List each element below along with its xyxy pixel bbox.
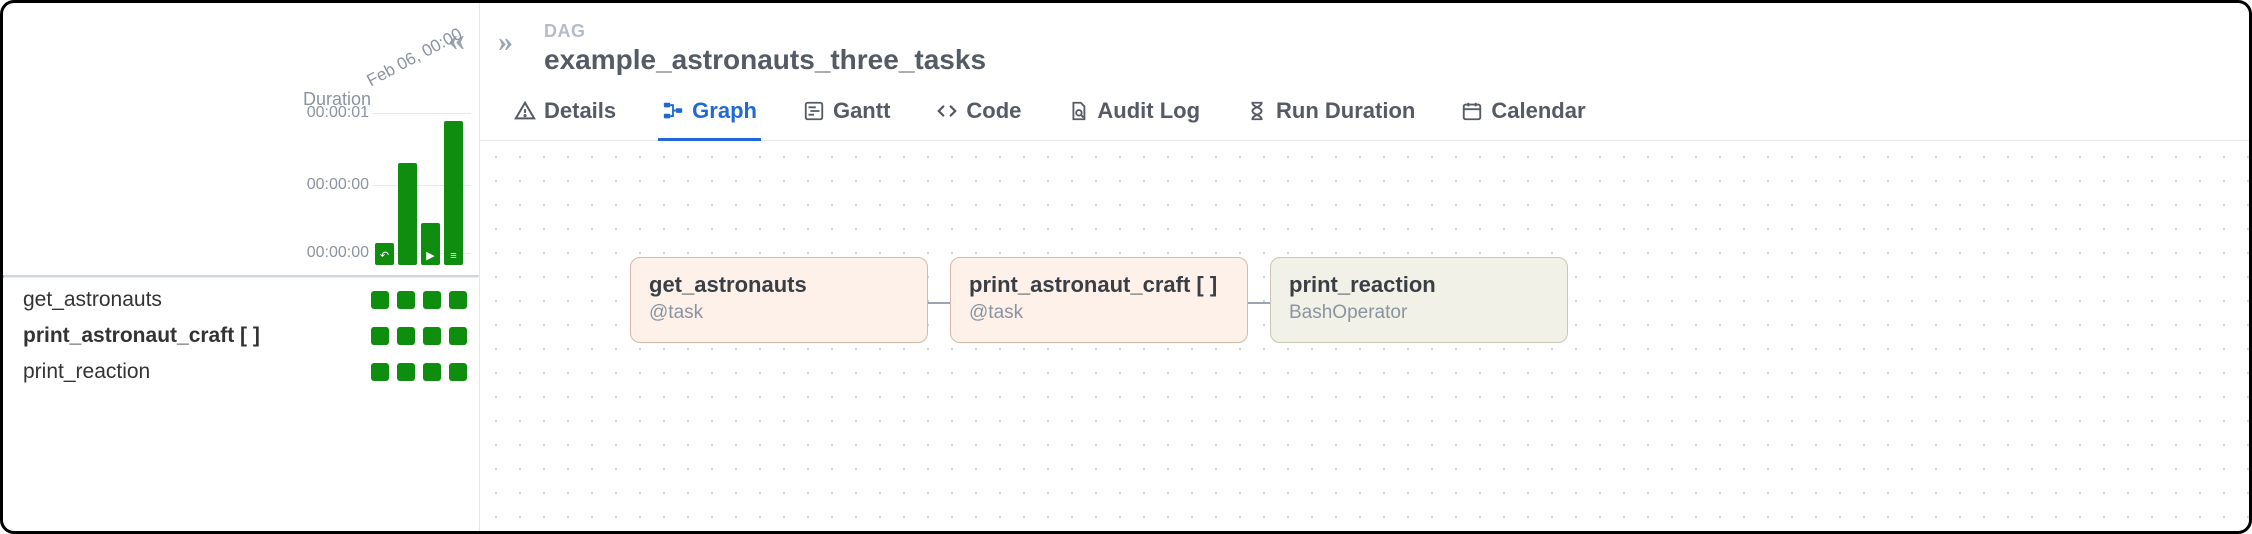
status-cell[interactable] <box>423 363 441 381</box>
node-title: print_reaction <box>1289 272 1549 298</box>
node-subtitle: @task <box>969 302 1229 324</box>
ytick-label: 00:00:01 <box>303 104 369 122</box>
run-bar[interactable]: ≡ <box>444 121 463 265</box>
graph-edge <box>928 302 950 304</box>
status-cell[interactable] <box>423 291 441 309</box>
status-cell[interactable] <box>449 363 467 381</box>
tab-calendar[interactable]: Calendar <box>1457 98 1589 141</box>
header: » DAG example_astronauts_three_tasks <box>480 3 2249 76</box>
node-title: get_astronauts <box>649 272 909 298</box>
node-title: print_astronaut_craft [ ] <box>969 272 1229 298</box>
status-cell[interactable] <box>449 327 467 345</box>
tabs: Details Graph Gantt Code Audit Log Run Durati… <box>480 76 2249 141</box>
tab-label: Calendar <box>1491 98 1585 124</box>
ytick-label: 00:00:00 <box>303 244 369 262</box>
tab-label: Code <box>966 98 1021 124</box>
calendar-icon <box>1461 100 1483 122</box>
status-cell[interactable] <box>371 363 389 381</box>
dag-title: example_astronauts_three_tasks <box>544 44 2249 76</box>
graph-edge <box>1248 302 1270 304</box>
task-name-label: get_astronauts <box>23 288 371 312</box>
tab-label: Gantt <box>833 98 890 124</box>
breadcrumb: DAG <box>544 21 2249 42</box>
status-cell[interactable] <box>397 327 415 345</box>
run-bar[interactable] <box>398 163 417 265</box>
gridline <box>373 113 471 114</box>
graph-icon <box>662 100 684 122</box>
tab-label: Audit Log <box>1097 98 1200 124</box>
status-cell[interactable] <box>449 291 467 309</box>
status-cell[interactable] <box>371 291 389 309</box>
run-bar[interactable]: ↶ <box>375 243 394 265</box>
tab-label: Details <box>544 98 616 124</box>
tab-runduration[interactable]: Run Duration <box>1242 98 1419 141</box>
tab-audit[interactable]: Audit Log <box>1063 98 1204 141</box>
node-subtitle: BashOperator <box>1289 302 1549 324</box>
graph-node-print_astronaut_craft[interactable]: print_astronaut_craft [ ] @task <box>950 257 1248 343</box>
duration-chart: Duration Feb 06, 00:00 00:00:0100:00:000… <box>3 3 479 275</box>
code-icon <box>936 100 958 122</box>
undo-icon: ↶ <box>380 251 389 262</box>
task-row[interactable]: get_astronauts <box>3 282 479 318</box>
node-subtitle: @task <box>649 302 909 324</box>
tab-graph[interactable]: Graph <box>658 98 761 141</box>
tab-gantt[interactable]: Gantt <box>799 98 894 141</box>
task-row[interactable]: print_reaction <box>3 354 479 390</box>
status-cell[interactable] <box>423 327 441 345</box>
chart-date-label: Feb 06, 00:00 <box>364 24 466 91</box>
task-name-label: print_reaction <box>23 360 371 384</box>
tab-details[interactable]: Details <box>510 98 620 141</box>
hourglass-icon <box>1246 100 1268 122</box>
task-name-label: print_astronaut_craft [ ] <box>23 324 371 348</box>
warning-icon <box>514 100 536 122</box>
status-cell[interactable] <box>371 327 389 345</box>
expand-sidebar-button[interactable]: » <box>498 27 513 57</box>
graph-node-get_astronauts[interactable]: get_astronauts @task <box>630 257 928 343</box>
play-icon: ▶ <box>426 251 434 262</box>
status-cell[interactable] <box>397 291 415 309</box>
graph-canvas[interactable]: get_astronauts@taskprint_astronaut_craft… <box>480 141 2249 531</box>
db-icon: ≡ <box>450 251 456 262</box>
status-cell[interactable] <box>397 363 415 381</box>
audit-icon <box>1067 100 1089 122</box>
tab-code[interactable]: Code <box>932 98 1025 141</box>
tab-label: Run Duration <box>1276 98 1415 124</box>
sidebar: « Duration Feb 06, 00:00 00:00:0100:00:0… <box>3 3 480 531</box>
task-row[interactable]: print_astronaut_craft [ ] <box>3 318 479 354</box>
main-panel: » DAG example_astronauts_three_tasks Det… <box>480 3 2249 531</box>
graph-node-print_reaction[interactable]: print_reaction BashOperator <box>1270 257 1568 343</box>
tab-label: Graph <box>692 98 757 124</box>
task-grid: get_astronauts print_astronaut_craft [ ] p… <box>3 278 479 394</box>
gantt-icon <box>803 100 825 122</box>
run-bar[interactable]: ▶ <box>421 223 440 265</box>
ytick-label: 00:00:00 <box>303 176 369 194</box>
